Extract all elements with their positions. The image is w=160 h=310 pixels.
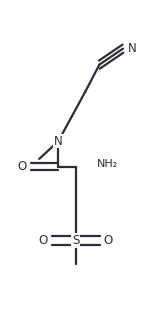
Text: S: S: [72, 234, 80, 247]
Text: O: O: [39, 234, 48, 247]
Text: NH₂: NH₂: [97, 159, 118, 170]
Text: O: O: [18, 160, 27, 173]
Text: N: N: [128, 42, 137, 55]
Text: O: O: [104, 234, 113, 247]
Text: N: N: [54, 135, 63, 148]
